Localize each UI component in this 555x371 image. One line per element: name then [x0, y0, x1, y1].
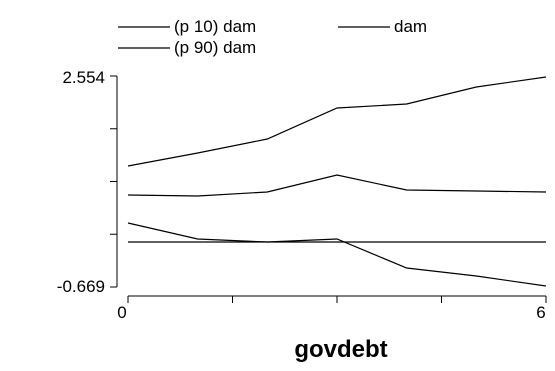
x-axis-label: govdebt: [294, 336, 387, 363]
legend-label-p90: (p 90) dam: [174, 38, 256, 57]
x-tick-label-left: 0: [117, 303, 126, 322]
x-tick-label-right: 6: [536, 303, 545, 322]
y-tick-label-bottom: -0.669: [57, 277, 105, 296]
legend-label-p10: (p 10) dam: [174, 17, 256, 36]
y-ticks: [110, 75, 117, 288]
x-ticks: [127, 296, 547, 303]
legend: (p 10) dam dam (p 90) dam: [118, 17, 427, 57]
series-line-2: [127, 222, 547, 287]
series-line-1: [127, 174, 547, 197]
legend-label-dam: dam: [394, 17, 427, 36]
y-tick-label-top: 2.554: [62, 68, 105, 87]
series-line-0: [127, 76, 547, 167]
series-group: [127, 76, 547, 287]
